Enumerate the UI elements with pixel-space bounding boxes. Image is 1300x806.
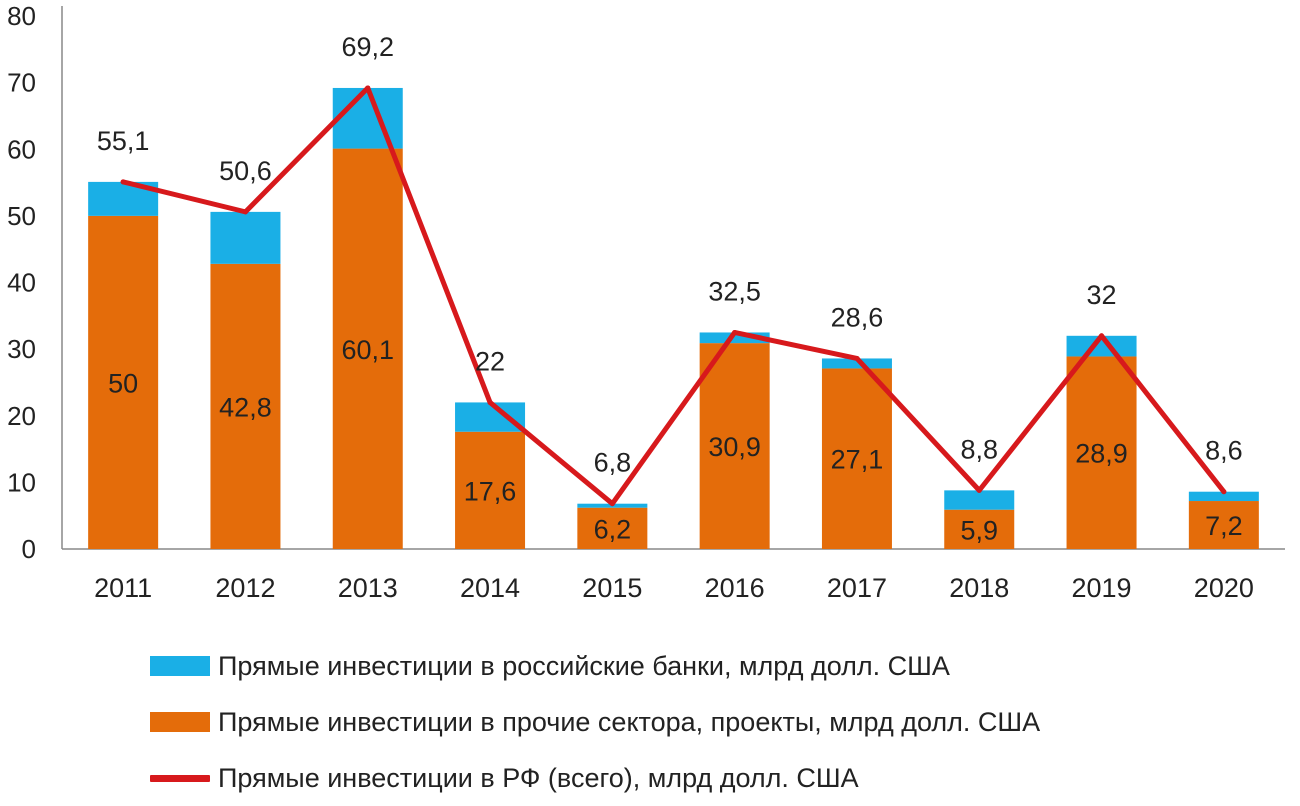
bar-banks <box>944 490 1015 510</box>
legend-item-banks: Прямые инвестиции в российские банки, мл… <box>150 638 1040 694</box>
bar-other <box>821 368 892 549</box>
bar-other <box>699 343 770 549</box>
x-tick-label: 2012 <box>215 573 275 603</box>
total-point <box>242 209 248 215</box>
legend-swatch-banks <box>150 656 210 676</box>
bar-banks <box>821 358 892 369</box>
bars <box>88 87 1259 550</box>
x-tick-label: 2019 <box>1072 573 1132 603</box>
legend-item-total: Прямые инвестиции в РФ (всего), млрд дол… <box>150 750 1040 806</box>
bar-value-label: 17,6 <box>464 476 517 506</box>
bar-other <box>1066 356 1137 549</box>
bar-value-label: 42,8 <box>219 392 272 422</box>
bar-value-label: 30,9 <box>708 432 761 462</box>
bar-other <box>944 509 1015 549</box>
total-point <box>854 355 860 361</box>
x-tick-label: 2018 <box>949 573 1009 603</box>
total-value-label: 8,8 <box>960 434 998 464</box>
bar-value-label: 60,1 <box>341 335 394 365</box>
legend-swatch-total <box>150 774 210 782</box>
y-tick-label: 40 <box>7 268 36 298</box>
bar-other <box>88 215 159 549</box>
bar-value-label: 6,2 <box>594 514 632 544</box>
total-value-label: 32,5 <box>708 276 761 306</box>
total-value-label: 50,6 <box>219 156 272 186</box>
legend-label-total: Прямые инвестиции в РФ (всего), млрд дол… <box>218 762 859 793</box>
y-tick-label: 20 <box>7 401 36 431</box>
bar-value-label: 27,1 <box>831 445 884 475</box>
bar-value-label: 5,9 <box>960 515 998 545</box>
x-tick-label: 2015 <box>582 573 642 603</box>
x-tick-label: 2011 <box>94 573 152 603</box>
total-point <box>732 329 738 335</box>
total-series-line <box>120 85 1227 507</box>
x-tick-label: 2020 <box>1194 573 1254 603</box>
total-point <box>120 179 126 185</box>
bar-banks <box>1066 335 1137 357</box>
y-tick-label: 0 <box>22 534 36 564</box>
x-tick-label: 2016 <box>705 573 765 603</box>
total-value-label: 6,8 <box>594 448 632 478</box>
axes: 0 10 20 30 40 50 60 70 80 2011 2012 2013 2014 2015 201… <box>7 1 1285 603</box>
bar-other <box>210 263 281 549</box>
total-point <box>1099 333 1105 339</box>
legend-label-other: Прямые инвестиции в прочие сектора, прое… <box>218 706 1041 737</box>
x-tick-label: 2017 <box>827 573 887 603</box>
bar-other <box>1188 501 1259 549</box>
total-value-label: 69,2 <box>341 32 394 62</box>
total-value-label: 28,6 <box>831 302 884 332</box>
total-line <box>120 85 1227 507</box>
bar-banks <box>455 402 526 432</box>
y-tick-label: 80 <box>7 1 36 31</box>
y-tick-label: 50 <box>7 201 36 231</box>
legend-item-other: Прямые инвестиции в прочие сектора, прое… <box>150 694 1040 750</box>
y-tick-label: 70 <box>7 68 36 98</box>
bar-banks <box>1188 491 1259 502</box>
total-value-label: 8,6 <box>1205 436 1243 466</box>
total-point <box>976 487 982 493</box>
x-tick-label: 2014 <box>460 573 520 603</box>
y-tick-label: 10 <box>7 467 36 497</box>
bar-value-label: 28,9 <box>1075 439 1128 469</box>
total-point <box>609 501 615 507</box>
bar-banks <box>699 332 770 344</box>
bar-value-label: 50 <box>108 368 138 398</box>
total-point <box>487 399 493 405</box>
bar-banks <box>210 211 281 264</box>
total-value-label: 32 <box>1087 280 1117 310</box>
legend-swatch-other <box>150 712 210 732</box>
y-tick-label: 30 <box>7 334 36 364</box>
total-value-label: 55,1 <box>97 126 150 156</box>
bar-other <box>455 431 526 549</box>
y-tick-label: 60 <box>7 134 36 164</box>
legend: Прямые инвестиции в российские банки, мл… <box>150 638 1040 806</box>
bar-other <box>332 148 403 550</box>
chart-plot: 0 10 20 30 40 50 60 70 80 2011 2012 2013 2014 2015 201… <box>7 1 1285 603</box>
x-tick-label: 2013 <box>338 573 398 603</box>
total-point <box>1221 489 1227 495</box>
bar-value-label: 7,2 <box>1205 511 1243 541</box>
legend-label-banks: Прямые инвестиции в российские банки, мл… <box>218 650 950 681</box>
bar-banks <box>332 87 403 149</box>
data-labels: 50 42,8 60,1 17,6 6,2 30,9 27,1 5,9 28,9 7,2 55,1 5… <box>97 32 1243 545</box>
total-point <box>365 85 371 91</box>
total-value-label: 22 <box>475 346 505 376</box>
bar-other <box>577 507 648 549</box>
